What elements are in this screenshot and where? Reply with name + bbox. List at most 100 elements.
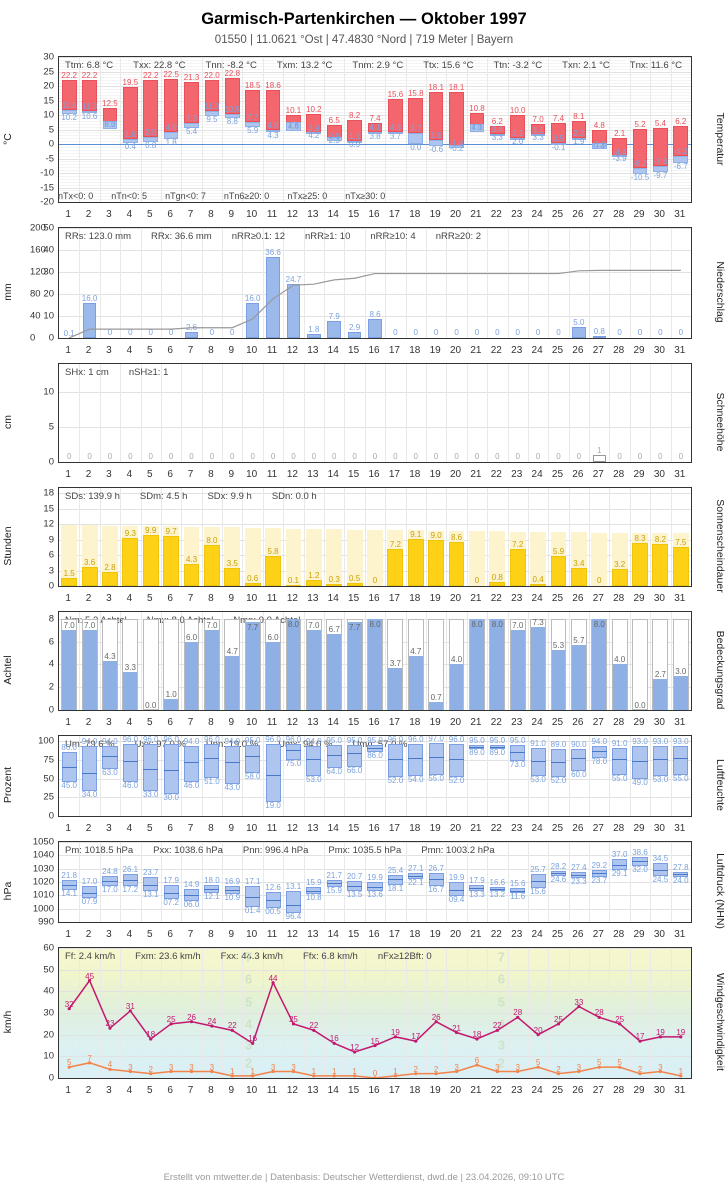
temperature-xtick-5: 5 bbox=[146, 209, 153, 220]
wind_speed-xtick-20: 20 bbox=[449, 1085, 462, 1096]
temperature-stat-bottom: nTx≥30: 0 bbox=[345, 191, 386, 201]
temperature-stat-bottom: nTx≥25: 0 bbox=[287, 191, 328, 201]
cloud_cover-xtick-28: 28 bbox=[613, 717, 625, 728]
pressure-xtick-31: 31 bbox=[674, 929, 686, 940]
sun-label: 8.6 bbox=[450, 532, 463, 542]
precipitation-xtick-16: 16 bbox=[368, 345, 380, 356]
pressure-mean-line bbox=[612, 864, 628, 866]
precipitation-gridline bbox=[59, 316, 691, 317]
humidity-bar bbox=[224, 745, 240, 784]
snow-label: 0 bbox=[413, 452, 418, 461]
cloud_cover-vgrid bbox=[446, 612, 448, 710]
snow_height-xtick-17: 17 bbox=[388, 469, 400, 480]
pressure-mean-line bbox=[163, 892, 179, 894]
sun-label: 9.3 bbox=[124, 529, 136, 539]
humidity-xtick-29: 29 bbox=[633, 823, 645, 834]
snow_height-vgrid bbox=[385, 364, 387, 462]
sunshine_duration-ytick: 15 bbox=[43, 503, 54, 515]
sun-possible-bar bbox=[102, 525, 118, 586]
sunshine_duration-vgrid bbox=[222, 488, 224, 586]
cloud_cover-xtick-4: 4 bbox=[126, 717, 133, 728]
snow-label: 0 bbox=[209, 452, 215, 461]
sunshine_duration-vgrid bbox=[466, 488, 468, 586]
precipitation-xtick-7: 7 bbox=[187, 345, 194, 356]
precipitation-ytick: 40 bbox=[43, 244, 54, 256]
precip-label: 0 bbox=[678, 328, 684, 337]
temperature-xtick-23: 23 bbox=[511, 209, 523, 220]
wind-mean-label: 3 bbox=[168, 1062, 174, 1072]
temperature-gridline bbox=[59, 57, 691, 58]
precipitation-vgrid bbox=[283, 228, 285, 338]
wind_speed-xtick-30: 30 bbox=[653, 1085, 665, 1096]
pressure-mean-line bbox=[306, 891, 322, 893]
sunshine_duration-vgrid bbox=[487, 488, 489, 586]
temperature-vgrid bbox=[344, 57, 346, 202]
cloud-label: 0.0 bbox=[634, 701, 646, 710]
snow_height-vgrid bbox=[609, 364, 611, 462]
wind-gust-label: 12 bbox=[350, 1043, 360, 1052]
humidity-mean-line bbox=[449, 759, 465, 761]
humidity-mean-line bbox=[367, 747, 383, 749]
sun-bar bbox=[428, 539, 445, 586]
snow_height-xtick-19: 19 bbox=[429, 469, 441, 480]
pressure-bar bbox=[612, 859, 628, 870]
wind_speed-vgrid bbox=[466, 948, 468, 1078]
pressure-min-label: 15.9 bbox=[326, 886, 342, 896]
humidity-mean-line bbox=[489, 747, 505, 749]
temp-min-label: 3.7 bbox=[389, 132, 401, 142]
sun-bar bbox=[81, 567, 98, 586]
humidity-xtick-28: 28 bbox=[613, 823, 625, 834]
temperature-minor-grid bbox=[59, 170, 691, 172]
temperature-xtick-25: 25 bbox=[551, 209, 564, 220]
precipitation-xtick-3: 3 bbox=[106, 345, 112, 356]
snow_height-xtick-21: 21 bbox=[470, 469, 482, 480]
snow_height-xtick-7: 7 bbox=[187, 469, 194, 480]
temperature-minor-grid bbox=[59, 109, 691, 111]
temp-max-bar bbox=[408, 98, 424, 134]
snow_height-vgrid bbox=[650, 364, 652, 462]
pressure-mean-line bbox=[347, 886, 363, 887]
pressure-min-label: 10.8 bbox=[306, 893, 322, 903]
sun-bar bbox=[550, 555, 567, 586]
wind-bft-label: 3 bbox=[244, 1037, 253, 1053]
cloud_cover-ytick: 0 bbox=[48, 704, 54, 716]
sunshine_duration-xtick-25: 25 bbox=[551, 593, 564, 604]
humidity-xtick-15: 15 bbox=[348, 823, 360, 834]
humidity-bar bbox=[387, 744, 403, 778]
pressure-vgrid bbox=[99, 842, 101, 922]
pressure-vgrid bbox=[405, 842, 407, 922]
snow_height-vgrid bbox=[242, 364, 244, 462]
humidity-ytick: 0 bbox=[48, 810, 54, 822]
temperature-minor-grid bbox=[59, 94, 691, 96]
humidity-xtick-10: 10 bbox=[246, 823, 258, 834]
precipitation-xtick-9: 9 bbox=[228, 345, 235, 356]
cloud-bar bbox=[531, 626, 546, 710]
wind_speed-vgrid bbox=[222, 948, 224, 1078]
temp-min-bar bbox=[306, 131, 322, 134]
sunshine_duration-xtick-23: 23 bbox=[511, 593, 523, 604]
snow_height-xtick-24: 24 bbox=[531, 469, 543, 480]
precip-label: 0 bbox=[107, 328, 113, 337]
precip-label: 0 bbox=[128, 328, 133, 337]
precipitation-vgrid bbox=[629, 228, 631, 338]
cloud_cover-xtick-7: 7 bbox=[187, 717, 194, 728]
temperature-minor-grid bbox=[59, 149, 691, 151]
precip-right-tick: 120 bbox=[30, 266, 46, 278]
chart-panel-temperature: Ttm: 6.8 °C Txx: 22.8 °C Tnn: -8.2 °C Txm: … bbox=[0, 52, 728, 221]
cloud-bar bbox=[429, 702, 444, 710]
wind-mean-label: 1 bbox=[250, 1066, 255, 1076]
wind_speed-xtick-19: 19 bbox=[429, 1085, 441, 1096]
cloud-bar bbox=[653, 679, 668, 710]
sun-possible-bar bbox=[244, 527, 261, 586]
humidity-min-label: 75.0 bbox=[285, 758, 302, 768]
precip-label: 0 bbox=[535, 328, 541, 337]
wind-mean-label: 5 bbox=[66, 1058, 72, 1068]
sunshine_duration-vgrid bbox=[344, 488, 346, 586]
temperature-vgrid bbox=[201, 57, 203, 202]
precip-label: 2.9 bbox=[349, 322, 361, 332]
precip-label: 7.9 bbox=[328, 311, 340, 321]
wind_speed-vgrid bbox=[364, 948, 366, 1078]
cloud_cover-xtick-17: 17 bbox=[388, 717, 400, 728]
sun-label: 5.9 bbox=[552, 546, 565, 556]
temp-max-label: 22.5 bbox=[163, 69, 179, 79]
